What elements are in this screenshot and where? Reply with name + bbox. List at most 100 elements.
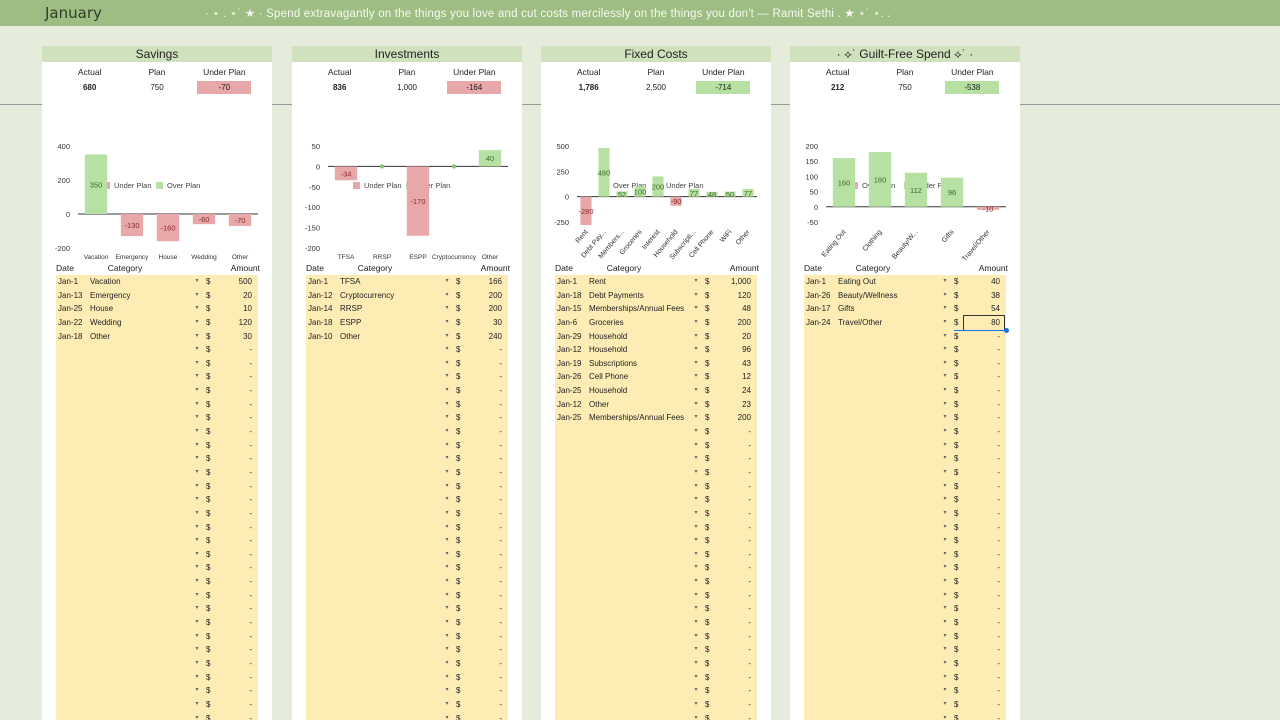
table-row[interactable]: ▾ $ - (804, 643, 1006, 657)
chevron-down-icon[interactable]: ▾ (195, 387, 199, 394)
table-row[interactable]: ▾ $ - (306, 507, 508, 521)
category-cell[interactable]: Rent (589, 277, 606, 286)
summary-under-value[interactable]: -70 (197, 81, 252, 94)
chevron-down-icon[interactable]: ▾ (694, 550, 698, 557)
amount-cell[interactable]: - (997, 590, 1000, 600)
category-cell[interactable] (90, 616, 188, 630)
amount-cell[interactable]: 20 (742, 331, 751, 341)
category-cell[interactable] (340, 370, 438, 384)
date-cell[interactable] (306, 561, 340, 575)
summary-plan-value[interactable]: 1,000 (396, 83, 417, 92)
date-cell[interactable] (306, 534, 340, 548)
chevron-down-icon[interactable]: ▾ (694, 714, 698, 720)
chevron-down-icon[interactable]: ▾ (694, 291, 698, 298)
table-row[interactable]: ▾ $ - (804, 343, 1006, 357)
amount-cell[interactable]: - (997, 358, 1000, 368)
chevron-down-icon[interactable]: ▾ (694, 318, 698, 325)
summary-plan-value[interactable]: 750 (898, 83, 912, 92)
amount-cell[interactable]: - (997, 549, 1000, 559)
category-cell[interactable] (90, 493, 188, 507)
table-row[interactable]: ▾ $ - (555, 425, 757, 439)
chevron-down-icon[interactable]: ▾ (694, 332, 698, 339)
table-row[interactable]: ▾ $ - (56, 698, 258, 712)
amount-cell[interactable]: - (499, 686, 502, 696)
table-row[interactable]: ▾ $ - (555, 439, 757, 453)
category-cell[interactable] (838, 343, 936, 357)
category-cell[interactable]: Cryptocurrency (340, 290, 395, 300)
date-cell[interactable] (306, 548, 340, 562)
date-cell[interactable] (306, 493, 340, 507)
chevron-down-icon[interactable]: ▾ (694, 346, 698, 353)
category-cell[interactable] (589, 521, 687, 535)
table-row[interactable]: ▾ $ - (555, 657, 757, 671)
table-row[interactable]: ▾ $ - (56, 493, 258, 507)
amount-cell[interactable]: - (997, 563, 1000, 573)
amount-cell[interactable]: - (249, 440, 252, 450)
amount-cell[interactable]: - (499, 631, 502, 641)
amount-cell[interactable]: 38 (991, 290, 1000, 300)
table-row[interactable]: ▾ $ - (555, 452, 757, 466)
date-cell[interactable] (555, 548, 589, 562)
chevron-down-icon[interactable]: ▾ (445, 659, 449, 666)
date-cell[interactable] (306, 439, 340, 453)
date-cell[interactable] (306, 452, 340, 466)
table-row[interactable]: ▾ $ - (306, 452, 508, 466)
category-cell[interactable] (589, 466, 687, 480)
amount-cell[interactable]: 200 (737, 317, 751, 327)
date-cell[interactable] (306, 630, 340, 644)
category-cell[interactable] (838, 643, 936, 657)
chevron-down-icon[interactable]: ▾ (943, 400, 947, 407)
amount-cell[interactable]: - (748, 645, 751, 655)
date-cell[interactable] (555, 534, 589, 548)
date-cell[interactable] (804, 357, 838, 371)
category-cell[interactable] (838, 698, 936, 712)
amount-cell[interactable]: 40 (991, 277, 1000, 286)
table-row[interactable]: Jan-26 Beauty/Wellness ▾ $38 (804, 289, 1006, 303)
date-cell[interactable] (56, 425, 90, 439)
date-cell[interactable] (804, 698, 838, 712)
table-row[interactable]: ▾ $ - (56, 370, 258, 384)
amount-cell[interactable]: - (499, 508, 502, 518)
category-cell[interactable] (589, 712, 687, 720)
amount-cell[interactable]: - (499, 658, 502, 668)
chevron-down-icon[interactable]: ▾ (943, 318, 947, 325)
table-row[interactable]: ▾ $ - (804, 657, 1006, 671)
table-row[interactable]: ▾ $ - (555, 521, 757, 535)
amount-cell[interactable]: - (997, 645, 1000, 655)
table-row[interactable]: ▾ $ - (804, 534, 1006, 548)
chevron-down-icon[interactable]: ▾ (445, 400, 449, 407)
amount-cell[interactable]: - (997, 618, 1000, 628)
category-cell[interactable] (589, 425, 687, 439)
chevron-down-icon[interactable]: ▾ (445, 278, 449, 284)
summary-plan-value[interactable]: 2,500 (645, 83, 666, 92)
category-cell[interactable]: Household (589, 386, 628, 396)
amount-cell[interactable]: - (499, 713, 502, 720)
category-cell[interactable] (838, 370, 936, 384)
table-row[interactable]: ▾ $ - (804, 575, 1006, 589)
date-cell[interactable]: Jan-18 (308, 317, 333, 327)
table-row[interactable]: ▾ $ - (306, 712, 508, 720)
chevron-down-icon[interactable]: ▾ (445, 496, 449, 503)
date-cell[interactable] (804, 398, 838, 412)
table-row[interactable]: ▾ $ - (306, 343, 508, 357)
date-cell[interactable]: Jan-1 (806, 277, 827, 286)
chevron-down-icon[interactable]: ▾ (694, 414, 698, 421)
category-cell[interactable] (340, 643, 438, 657)
amount-cell[interactable]: - (249, 631, 252, 641)
date-cell[interactable]: Jan-14 (308, 304, 333, 314)
category-cell[interactable] (90, 466, 188, 480)
table-row[interactable]: ▾ $ - (804, 712, 1006, 720)
table-row[interactable]: ▾ $ - (56, 575, 258, 589)
amount-cell[interactable]: - (997, 399, 1000, 409)
category-cell[interactable] (90, 425, 188, 439)
table-row[interactable]: ▾ $ - (555, 534, 757, 548)
date-cell[interactable]: Jan-25 (58, 304, 83, 314)
category-cell[interactable] (90, 521, 188, 535)
table-row[interactable]: ▾ $ - (804, 439, 1006, 453)
chevron-down-icon[interactable]: ▾ (694, 646, 698, 653)
date-cell[interactable] (804, 575, 838, 589)
chevron-down-icon[interactable]: ▾ (195, 278, 199, 284)
category-cell[interactable] (340, 684, 438, 698)
amount-cell[interactable]: - (249, 672, 252, 682)
chevron-down-icon[interactable]: ▾ (694, 387, 698, 394)
